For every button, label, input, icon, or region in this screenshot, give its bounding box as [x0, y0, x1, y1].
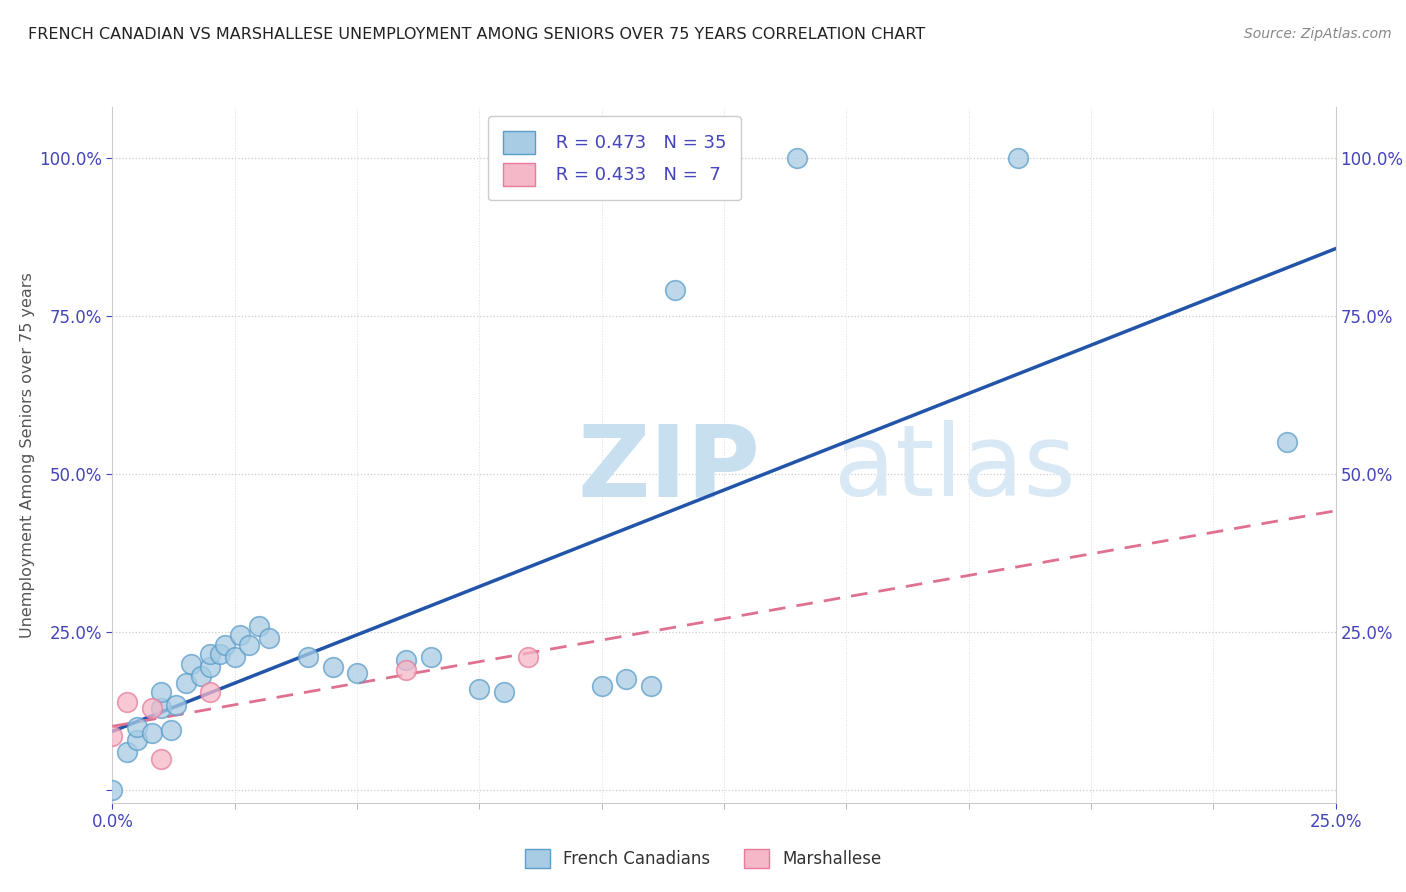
Point	[141, 726, 163, 740]
Point	[150, 701, 173, 715]
Point	[1275, 435, 1298, 450]
Point	[640, 679, 662, 693]
Text: Source: ZipAtlas.com: Source: ZipAtlas.com	[1244, 27, 1392, 41]
Point	[322, 660, 344, 674]
Point	[174, 675, 197, 690]
Point	[160, 723, 183, 737]
Point	[786, 151, 808, 165]
Point	[395, 653, 418, 667]
Point	[224, 650, 246, 665]
Point	[150, 751, 173, 765]
Point	[297, 650, 319, 665]
Point	[125, 732, 148, 747]
Point	[228, 628, 250, 642]
Point	[101, 783, 124, 797]
Point	[115, 745, 138, 759]
Text: atlas: atlas	[834, 420, 1076, 517]
Point	[257, 632, 280, 646]
Point	[200, 660, 222, 674]
Point	[125, 720, 148, 734]
Point	[591, 679, 613, 693]
Point	[517, 650, 540, 665]
Text: FRENCH CANADIAN VS MARSHALLESE UNEMPLOYMENT AMONG SENIORS OVER 75 YEARS CORRELAT: FRENCH CANADIAN VS MARSHALLESE UNEMPLOYM…	[28, 27, 925, 42]
Point	[492, 685, 515, 699]
Y-axis label: Unemployment Among Seniors over 75 years: Unemployment Among Seniors over 75 years	[21, 272, 35, 638]
Point	[190, 669, 212, 683]
Point	[141, 701, 163, 715]
Point	[346, 666, 368, 681]
Point	[150, 685, 173, 699]
Point	[200, 647, 222, 661]
Point	[247, 618, 270, 632]
Point	[419, 650, 441, 665]
Point	[165, 698, 187, 712]
Point	[614, 673, 637, 687]
Point	[468, 681, 491, 696]
Legend:  R = 0.473   N = 35,  R = 0.433   N =  7: R = 0.473 N = 35, R = 0.433 N = 7	[488, 116, 741, 201]
Text: ZIP: ZIP	[578, 420, 761, 517]
Legend: French Canadians, Marshallese: French Canadians, Marshallese	[519, 843, 887, 875]
Point	[664, 284, 686, 298]
Point	[115, 695, 138, 709]
Point	[180, 657, 202, 671]
Point	[209, 647, 232, 661]
Point	[200, 685, 222, 699]
Point	[214, 638, 236, 652]
Point	[395, 663, 418, 677]
Point	[101, 730, 124, 744]
Point	[238, 638, 260, 652]
Point	[1007, 151, 1029, 165]
